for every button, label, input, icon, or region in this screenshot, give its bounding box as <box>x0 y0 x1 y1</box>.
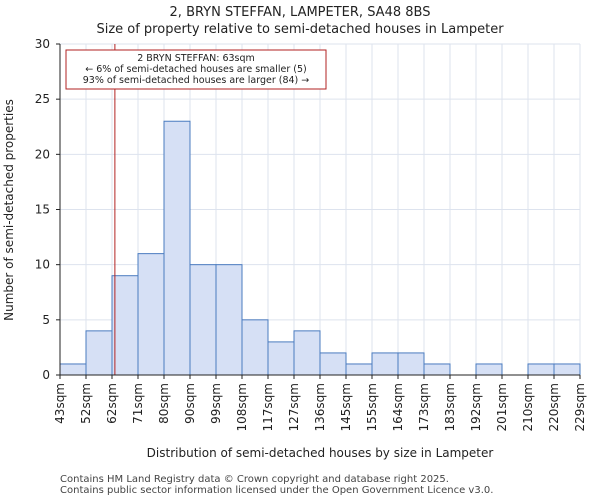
annotation-box <box>65 49 327 90</box>
x-tick-label: 117sqm <box>261 383 275 431</box>
x-tick-label: 71sqm <box>131 383 145 424</box>
histogram-bar <box>59 363 87 376</box>
histogram-bar <box>111 275 139 376</box>
footer-copyright: Contains HM Land Registry data © Crown c… <box>60 474 449 485</box>
annotation-line: 2 BRYN STEFFAN: 63sqm <box>137 53 255 64</box>
y-tick-label: 5 <box>42 313 50 327</box>
x-tick-label: 229sqm <box>573 383 587 431</box>
histogram-bar <box>189 264 217 376</box>
histogram-bar <box>215 264 243 376</box>
histogram-bar <box>267 341 295 376</box>
histogram-bar <box>85 330 113 376</box>
x-tick-label: 192sqm <box>469 383 483 431</box>
x-tick-label: 52sqm <box>79 383 93 424</box>
histogram-bar <box>423 363 451 376</box>
histogram-bar <box>319 352 347 376</box>
histogram-bar <box>397 352 425 376</box>
x-tick-label: 80sqm <box>157 383 171 424</box>
y-tick-label: 0 <box>42 368 50 382</box>
x-tick-label: 43sqm <box>53 383 67 424</box>
chart-title: 2, BRYN STEFFAN, LAMPETER, SA48 8BS <box>169 5 431 20</box>
y-tick-label: 25 <box>35 92 50 106</box>
x-tick-label: 127sqm <box>287 383 301 431</box>
histogram-bar <box>475 363 503 376</box>
x-tick-label: 155sqm <box>365 383 379 431</box>
histogram-bar <box>241 319 269 376</box>
x-tick-label: 145sqm <box>339 383 353 431</box>
y-tick-label: 20 <box>35 147 50 161</box>
histogram-bar <box>137 253 165 376</box>
annotation-line: ← 6% of semi-detached houses are smaller… <box>85 64 306 75</box>
x-tick-label: 62sqm <box>105 383 119 424</box>
x-axis-label: Distribution of semi-detached houses by … <box>147 446 494 460</box>
y-axis-label: Number of semi-detached properties <box>2 99 16 321</box>
x-tick-label: 99sqm <box>209 383 223 424</box>
footer-licence: Contains public sector information licen… <box>60 485 494 496</box>
histogram-bar <box>163 120 191 376</box>
x-tick-label: 173sqm <box>417 383 431 431</box>
x-tick-label: 220sqm <box>547 383 561 431</box>
histogram-bar <box>345 363 373 376</box>
histogram-bar <box>527 363 555 376</box>
x-tick-label: 108sqm <box>235 383 249 431</box>
y-tick-label: 30 <box>35 37 50 51</box>
y-tick-label: 15 <box>35 203 50 217</box>
x-tick-label: 136sqm <box>313 383 327 431</box>
histogram-bar <box>553 363 581 376</box>
x-tick-label: 210sqm <box>521 383 535 431</box>
annotation-line: 93% of semi-detached houses are larger (… <box>83 75 310 86</box>
x-tick-label: 201sqm <box>495 383 509 431</box>
y-tick-label: 10 <box>35 258 50 272</box>
x-tick-label: 90sqm <box>183 383 197 424</box>
histogram-bar <box>371 352 399 376</box>
histogram-bar <box>293 330 321 376</box>
x-tick-label: 164sqm <box>391 383 405 431</box>
chart-subtitle: Size of property relative to semi-detach… <box>96 22 504 37</box>
x-tick-label: 183sqm <box>443 383 457 431</box>
